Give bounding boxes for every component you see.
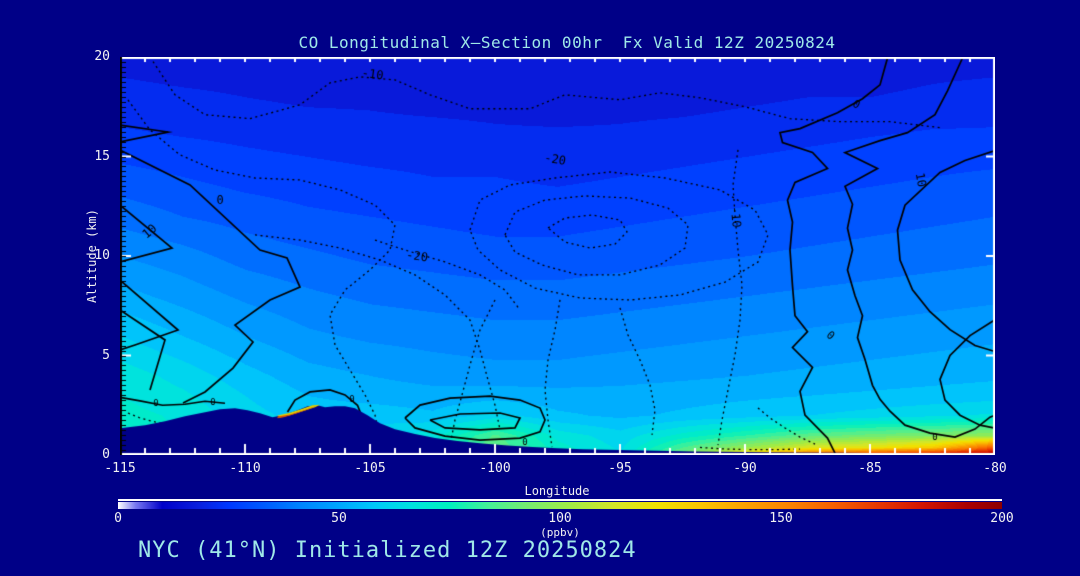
y-tick-label: 15: [94, 148, 110, 164]
y-axis-label: Altitude (km): [85, 209, 99, 303]
x-tick-label: -85: [858, 461, 882, 476]
x-tick-label: -80: [983, 461, 1007, 476]
x-tick-label: -115: [104, 461, 136, 476]
plot-title: CO Longitudinal X—Section 00hr Fx Valid …: [298, 33, 836, 52]
x-tick-label: -110: [229, 461, 261, 476]
colorbar-tick-label: 150: [769, 511, 793, 526]
colorbar-tick-label: 200: [990, 511, 1014, 526]
colorbar-tick-label: 50: [331, 511, 347, 526]
x-tick-label: -95: [608, 461, 632, 476]
x-tick-label: -90: [733, 461, 757, 476]
colorbar-tick-label: 100: [548, 511, 572, 526]
y-tick-label: 10: [94, 248, 110, 263]
colorbar-axis-line: [118, 499, 1002, 501]
x-tick-label: -100: [479, 461, 511, 476]
y-tick-label: 20: [94, 49, 110, 64]
y-tick-label: 5: [102, 347, 110, 363]
x-tick-label: -105: [354, 461, 386, 476]
cross-section-canvas: [120, 57, 995, 455]
colorbar-gradient: [118, 502, 1002, 509]
colorbar-units-label: (ppbv): [540, 526, 580, 539]
x-axis-label: Longitude: [524, 484, 590, 498]
plot-area: [120, 57, 995, 455]
init-info: NYC (41°N) Initialized 12Z 20250824: [138, 538, 637, 563]
colorbar-tick-label: 0: [114, 511, 122, 526]
y-tick-label: 0: [102, 447, 110, 462]
